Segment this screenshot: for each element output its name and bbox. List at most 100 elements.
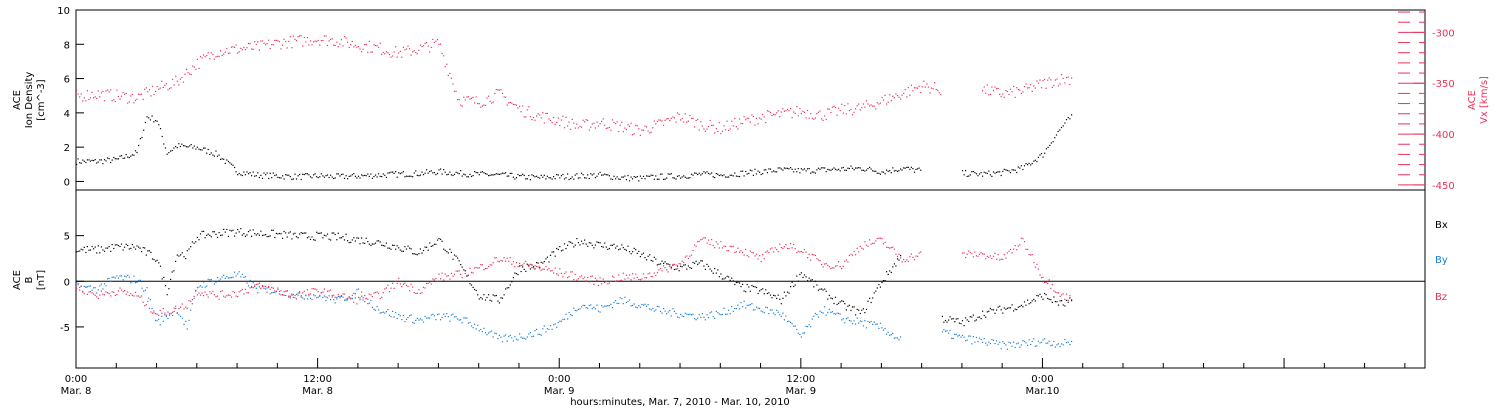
data-point <box>898 253 900 255</box>
data-point <box>825 118 827 121</box>
data-point <box>884 241 886 243</box>
data-point <box>313 294 315 296</box>
data-point <box>554 178 556 180</box>
data-point <box>393 316 395 318</box>
data-point <box>724 313 727 315</box>
data-point <box>251 48 253 50</box>
data-point <box>745 248 747 250</box>
data-point <box>481 105 483 107</box>
data-point <box>210 236 212 238</box>
data-point <box>878 103 880 105</box>
data-point <box>374 291 377 294</box>
data-point <box>759 117 761 119</box>
data-point <box>515 273 518 275</box>
data-point <box>483 172 485 174</box>
data-point <box>107 89 109 91</box>
data-point <box>610 303 612 305</box>
data-point <box>244 288 246 290</box>
data-point <box>472 96 474 98</box>
data-point <box>159 309 161 311</box>
data-point <box>556 273 558 275</box>
data-point <box>714 268 716 270</box>
data-point <box>839 170 841 172</box>
data-point <box>210 152 212 154</box>
data-point <box>706 171 708 173</box>
data-point <box>128 248 130 250</box>
data-point <box>265 44 267 46</box>
data-point <box>628 125 631 127</box>
data-point <box>306 237 308 239</box>
data-point <box>618 274 620 276</box>
data-point <box>731 120 733 122</box>
data-point <box>407 45 409 47</box>
data-point <box>989 307 991 310</box>
data-point <box>768 168 770 170</box>
data-point <box>138 246 140 248</box>
data-point <box>244 49 246 51</box>
data-point <box>294 173 296 175</box>
data-point <box>500 336 502 338</box>
data-point <box>263 287 265 289</box>
data-point <box>382 245 384 247</box>
data-point <box>306 37 308 39</box>
data-point <box>687 265 689 267</box>
data-point <box>508 335 510 338</box>
data-point <box>210 292 212 294</box>
data-point <box>605 174 607 176</box>
data-point <box>996 309 998 311</box>
data-point <box>457 318 459 320</box>
data-point <box>1051 344 1053 346</box>
data-point <box>488 265 490 268</box>
data-point <box>992 255 995 257</box>
data-point <box>291 47 293 49</box>
data-point <box>1047 79 1049 81</box>
data-point <box>196 58 198 60</box>
data-point <box>415 319 417 321</box>
time-axis-caption: hours:minutes, Mar. 7, 2010 - Mar. 10, 2… <box>570 397 790 408</box>
data-point <box>652 260 654 262</box>
data-point <box>361 291 363 293</box>
data-point <box>729 313 731 315</box>
data-point <box>703 237 705 239</box>
data-point <box>429 170 431 173</box>
data-point <box>1028 162 1030 164</box>
data-point <box>996 340 998 342</box>
data-point <box>130 247 132 249</box>
data-point <box>235 171 237 173</box>
data-point <box>540 261 542 263</box>
data-point <box>785 167 787 169</box>
data-point <box>774 295 776 297</box>
data-point <box>278 290 281 293</box>
data-point <box>872 297 874 299</box>
data-point <box>545 178 547 180</box>
data-point <box>317 291 319 293</box>
data-point <box>1025 163 1027 165</box>
data-point <box>77 282 79 285</box>
data-point <box>1030 302 1032 304</box>
data-point <box>794 168 796 170</box>
data-point <box>223 158 225 160</box>
data-point <box>156 320 158 322</box>
data-point <box>644 178 646 180</box>
data-point <box>134 248 137 250</box>
data-point <box>1048 77 1050 79</box>
data-point <box>1022 340 1024 342</box>
data-point <box>780 168 782 170</box>
data-point <box>881 327 883 329</box>
data-point <box>597 284 600 287</box>
data-point <box>769 309 772 311</box>
data-point <box>591 275 593 277</box>
data-point <box>1054 301 1056 303</box>
data-point <box>484 332 487 334</box>
data-point <box>331 38 333 40</box>
data-point <box>731 306 733 308</box>
data-point <box>793 171 795 173</box>
b-tick-label: 5 <box>64 232 70 243</box>
data-point <box>89 160 92 162</box>
data-point <box>776 297 778 299</box>
data-point <box>707 265 710 267</box>
data-point <box>470 325 473 327</box>
data-point <box>362 242 364 244</box>
data-point <box>675 312 677 315</box>
data-point <box>785 110 787 112</box>
